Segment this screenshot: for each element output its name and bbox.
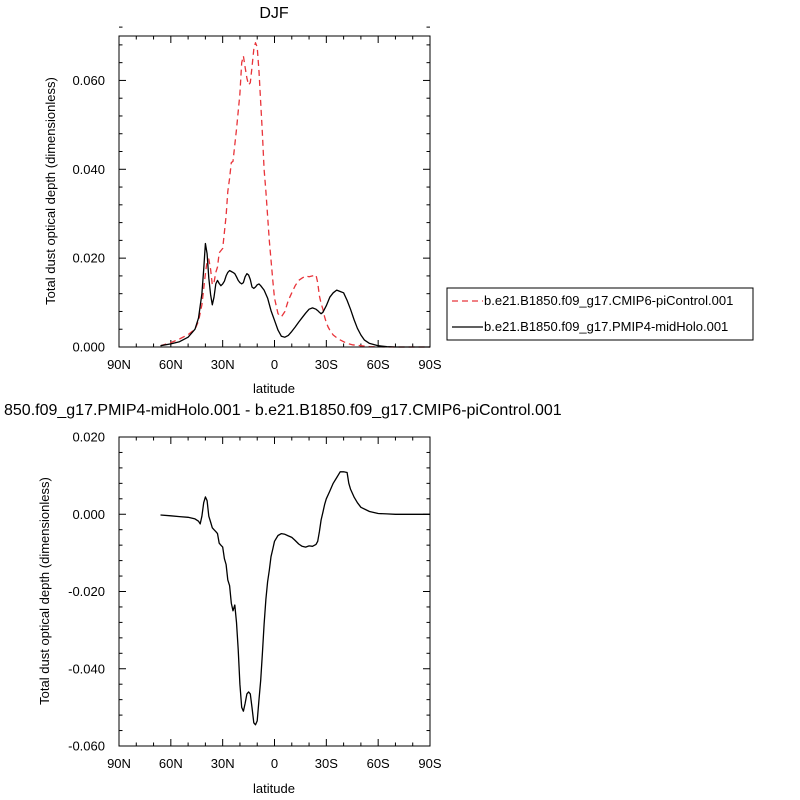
bottom-panel: 850.f09_g17.PMIP4-midHolo.001 - b.e21.B1…	[4, 402, 562, 796]
top-series-line-0	[160, 42, 430, 348]
top-y-tick-label: 0.040	[72, 162, 105, 177]
bottom-x-tick-label: 60N	[159, 756, 183, 771]
top-series-line-1	[160, 242, 430, 348]
bottom-series-line-0	[160, 471, 430, 726]
top-x-axis-label: latitude	[253, 381, 295, 396]
top-y-tick-label: 0.060	[72, 73, 105, 88]
top-y-tick-label: 0.000	[72, 340, 105, 355]
bottom-y-axis-label: Total dust optical depth (dimensionless)	[37, 477, 52, 705]
top-plot-frame	[118, 35, 431, 348]
bottom-x-tick-label: 90N	[107, 756, 131, 771]
bottom-series	[160, 471, 430, 726]
bottom-y-tick-label: -0.060	[68, 739, 105, 754]
top-x-tick-label: 30N	[211, 357, 235, 372]
top-chart-title: DJF	[259, 5, 289, 22]
top-x-tick-label: 60S	[367, 357, 390, 372]
top-x-tick-label: 90S	[418, 357, 441, 372]
top-series	[160, 42, 430, 348]
bottom-y-tick-label: -0.020	[68, 584, 105, 599]
bottom-y-tick-label: 0.000	[72, 507, 105, 522]
top-x-tick-label: 0	[271, 357, 278, 372]
bottom-x-tick-label: 90S	[418, 756, 441, 771]
top-y-tick-label: 0.020	[72, 251, 105, 266]
bottom-x-tick-label: 60S	[367, 756, 390, 771]
bottom-x-tick-label: 30N	[211, 756, 235, 771]
legend-entry-midholo: b.e21.B1850.f09_g17.PMIP4-midHolo.001	[484, 319, 728, 334]
bottom-x-tick-label: 0	[271, 756, 278, 771]
bottom-ticks: 90N 60N 30N 0 30S 60S 90S 0.020 0.000 -0.020 -0.04…	[68, 430, 442, 772]
top-x-tick-label: 60N	[159, 357, 183, 372]
legend: b.e21.B1850.f09_g17.CMIP6-piControl.001 …	[446, 287, 754, 341]
bottom-x-axis-label: latitude	[253, 781, 295, 796]
bottom-chart-title: 850.f09_g17.PMIP4-midHolo.001 - b.e21.B1…	[4, 402, 562, 419]
top-panel: DJF Total dust optical depth (dimensionl…	[43, 5, 442, 396]
top-y-axis-label: Total dust optical depth (dimensionless)	[43, 77, 58, 305]
bottom-y-tick-label: -0.040	[68, 661, 105, 676]
bottom-x-tick-label: 30S	[315, 756, 338, 771]
legend-box	[446, 287, 754, 341]
bottom-plot-frame	[118, 436, 431, 747]
bottom-y-tick-label: 0.020	[72, 430, 105, 445]
legend-entry-picontrol: b.e21.B1850.f09_g17.CMIP6-piControl.001	[484, 293, 733, 308]
top-x-tick-label: 30S	[315, 357, 338, 372]
top-ticks: 90N 60N 30N 0 30S 60S 90S 0.000 0.020 0.040 0.060	[72, 26, 442, 372]
top-x-tick-label: 90N	[107, 357, 131, 372]
